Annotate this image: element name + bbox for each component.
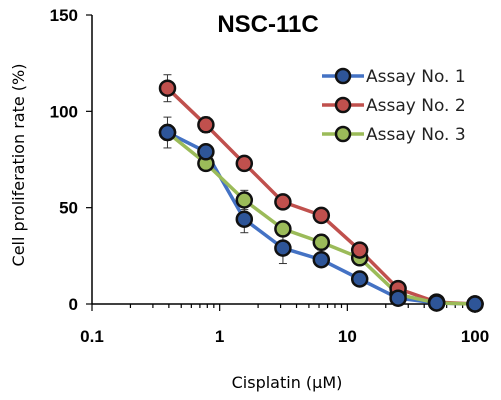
data-point	[235, 210, 254, 228]
y-tick-label: 100	[50, 102, 78, 121]
data-point	[427, 294, 446, 312]
x-axis-title: Cisplatin (μM)	[232, 373, 343, 392]
data-point	[350, 241, 369, 259]
ticks: 0 50 100 150 0.1 1 10 100	[50, 6, 490, 346]
y-tick-label: 150	[50, 6, 78, 25]
y-tick-label: 0	[69, 295, 78, 314]
legend-label: Assay No. 1	[366, 67, 466, 87]
data-point	[235, 154, 254, 173]
legend-marker	[334, 67, 352, 85]
legend: Assay No. 1 Assay No. 2 Assay No. 3	[322, 67, 466, 145]
series-line	[166, 86, 476, 306]
y-tick-label: 50	[59, 199, 78, 218]
x-tick-label: 10	[338, 327, 357, 346]
data-point	[197, 116, 215, 134]
data-point	[389, 289, 407, 307]
data-point	[350, 270, 369, 288]
series-markers	[158, 79, 484, 313]
data-point	[274, 193, 292, 211]
data-point	[274, 239, 292, 257]
y-axis-title: Cell proliferation rate (%)	[9, 64, 28, 267]
data-point	[197, 143, 215, 161]
data-point	[235, 191, 254, 209]
legend-marker	[334, 96, 352, 114]
x-tick-label: 100	[461, 327, 489, 346]
x-tick-label: 1	[215, 327, 224, 346]
chart-title: NSC-11C	[217, 11, 318, 38]
legend-marker	[334, 125, 352, 143]
series-lines	[166, 86, 476, 306]
data-point	[466, 295, 484, 313]
data-point	[274, 220, 292, 238]
data-point	[312, 206, 331, 225]
axes	[91, 15, 475, 305]
data-point	[158, 79, 177, 97]
data-point	[312, 233, 331, 252]
legend-label: Assay No. 2	[366, 96, 466, 116]
x-tick-label: 0.1	[80, 327, 104, 346]
legend-label: Assay No. 3	[366, 125, 466, 145]
data-point	[312, 250, 331, 269]
data-point	[158, 123, 177, 142]
